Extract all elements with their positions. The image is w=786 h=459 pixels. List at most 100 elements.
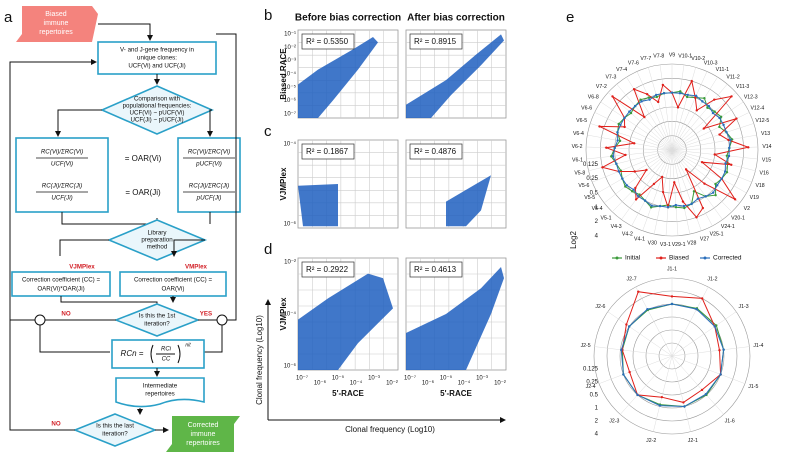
no-label: NO [51,421,60,428]
box-text: OAR(Vi)*OAR(Ji) [37,286,84,293]
point-cloud [406,266,504,370]
point-cloud [446,175,491,227]
input-text: Biased [45,11,67,18]
axis-label: V10-1 [678,53,692,59]
y-tick-label: 10⁻⁶ [284,363,297,370]
spoke [671,149,752,183]
series-marker [643,199,647,202]
series-marker [701,297,704,300]
decision-text: Is this the 1st [139,313,176,320]
series-marker [727,154,731,158]
series-marker [674,203,678,207]
series-marker [694,94,698,98]
axis-label: V12-4 [750,106,764,112]
series-marker [611,95,614,98]
spoke [671,101,744,151]
r2-box [301,261,355,278]
series-marker [655,95,658,99]
y-axis-label: VJMPlex [279,167,288,200]
axis-label: V7-4 [616,67,627,73]
series-marker [625,323,628,326]
r2-label: R² = 0.1867 [306,147,349,156]
fraction-num: RC(Ji)/ΣRC(Ji) [189,183,229,190]
legend-swatch [703,256,707,260]
radial-axis-label: Log2 [569,231,578,249]
y-tick-label: 10⁻⁴ [284,71,297,78]
panel-letter: b [264,7,272,24]
r2-label: R² = 0.4876 [414,147,457,156]
spoke [665,149,673,236]
series-marker [684,168,688,171]
y-tick-label: 10⁻² [284,45,296,51]
series-line [612,92,731,208]
series-marker [681,200,685,203]
axis-label: V6-1 [572,157,583,163]
x-tick-label: 10⁻⁴ [458,380,471,387]
series-marker [654,93,658,97]
arrow [59,239,205,256]
spoke [671,149,740,204]
y-tick-label: 10⁻⁷ [284,111,296,118]
y-tick-label: 10⁻² [284,260,296,266]
spoke [590,123,673,151]
fraction-den: pUCF(Ji) [196,195,222,202]
arrow [55,109,102,137]
series-marker [703,182,706,185]
series-marker [711,111,715,115]
series-marker [637,195,640,198]
series-marker [616,131,619,134]
series-marker [706,106,709,109]
series-marker [713,153,716,156]
r2-box [409,261,463,278]
box-text: Intermediate [143,383,178,390]
series-marker [637,290,640,293]
axis-label: V4-1 [634,237,645,243]
spoke [621,149,673,220]
y-tick-label: 10⁻⁵ [284,84,297,91]
x-tick-label: 10⁻⁷ [404,375,416,382]
series-marker [625,184,629,187]
series-marker [713,110,716,113]
series-marker [632,188,635,191]
r2-label: R² = 0.2922 [306,265,349,274]
x-tick-label: 10⁻³ [368,376,380,382]
column-title: Before bias correction [295,13,401,24]
series-marker [630,190,634,193]
series-marker [718,125,721,129]
series-marker [676,106,680,109]
axis-label: V7-7 [640,56,651,62]
series-marker [621,177,624,180]
spoke [607,311,673,357]
box-text: Correction coefficient (CC) = [134,277,213,284]
flowchart: Biased immune repertoires V- and J-gene … [9,6,241,452]
series-marker [670,91,674,94]
y-tick-label: 10⁻⁶ [284,97,297,104]
series-marker [683,405,686,408]
axis-label: V19 [750,195,759,201]
axis-label: V27 [700,237,709,243]
spoke [620,355,673,415]
series-marker [696,197,700,200]
legend-label: Corrected [713,255,742,262]
r2-box [409,33,463,50]
spoke [592,149,673,183]
column-title: After bias correction [407,13,505,24]
series-marker [722,123,725,127]
formula: RCi [161,347,172,353]
spoke [659,64,673,151]
arrow [10,33,237,321]
x-tick-label: 10⁻³ [476,376,488,382]
series-marker [718,116,721,120]
output-text: immune [191,431,216,438]
series-marker [650,204,653,207]
axis-label: V11-3 [736,84,750,90]
series-marker [700,160,704,164]
arrow [207,109,213,137]
series-marker [613,146,616,150]
arrow [60,296,173,304]
axis-label: J2-1 [688,438,698,444]
y-tick-label: 10⁻⁴ [284,141,297,148]
series-marker [747,146,750,149]
axis-label: V6-5 [576,118,587,124]
spoke [671,149,723,220]
